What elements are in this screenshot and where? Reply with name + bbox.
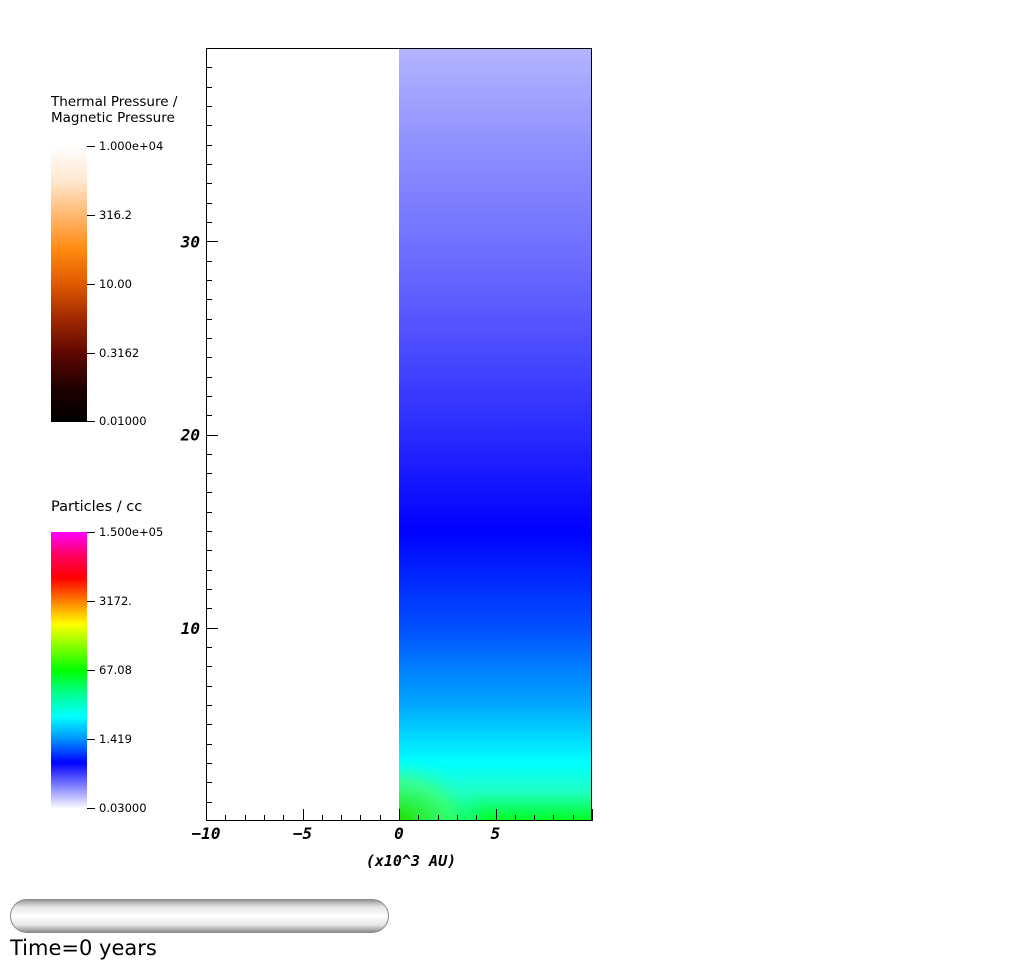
x-axis-title: (x10^3 AU) [366,852,456,870]
colorbar-tick [87,670,95,671]
y-tick-label: 30 [180,232,200,251]
colorbar-tick [87,284,95,285]
colorbar-label: 1.419 [99,732,132,746]
colorbar-label: 67.08 [99,663,132,677]
colorbar-tick [87,739,95,740]
colorbar-label: 0.3162 [99,346,140,360]
x-tick-label: 0 [394,824,404,843]
colorbar-title: Thermal Pressure / Magnetic Pressure [51,94,178,126]
colorbar-label: 1.500e+05 [99,525,164,539]
colorbar-label: 10.00 [99,277,132,291]
axis-ticks [206,67,593,821]
time-label: Time=0 years [10,936,157,960]
y-tick-label: 10 [181,619,200,638]
colorbar-gradient [51,532,87,809]
colorbar-tick [87,532,95,533]
colorbar-tick [87,146,95,147]
x-tick-label: −10 [192,824,221,843]
colorbar-title: Particles / cc [51,499,143,515]
x-tick-label: 5 [491,824,501,843]
x-tick-label: −5 [293,824,312,843]
colorbar-label: 3172. [99,594,132,608]
colorbar-gradient [51,146,87,422]
colorbar-tick [87,808,95,809]
colorbar-label: 0.03000 [99,801,147,815]
y-tick-label: 20 [180,426,200,445]
colorbar-tick [87,215,95,216]
colorbar-label: 0.01000 [99,414,147,428]
time-progress-bar [10,899,389,933]
colorbar-label: 1.000e+04 [99,139,164,153]
heatmap-field [399,48,592,821]
colorbar-tick [87,353,95,354]
colorbar-label: 316.2 [99,208,132,222]
heatmap-core [399,753,486,821]
colorbar-tick [87,601,95,602]
axis-tick-labels: −10 −5 0 5 10 20 30 [180,232,501,843]
colorbar-tick [87,421,95,422]
